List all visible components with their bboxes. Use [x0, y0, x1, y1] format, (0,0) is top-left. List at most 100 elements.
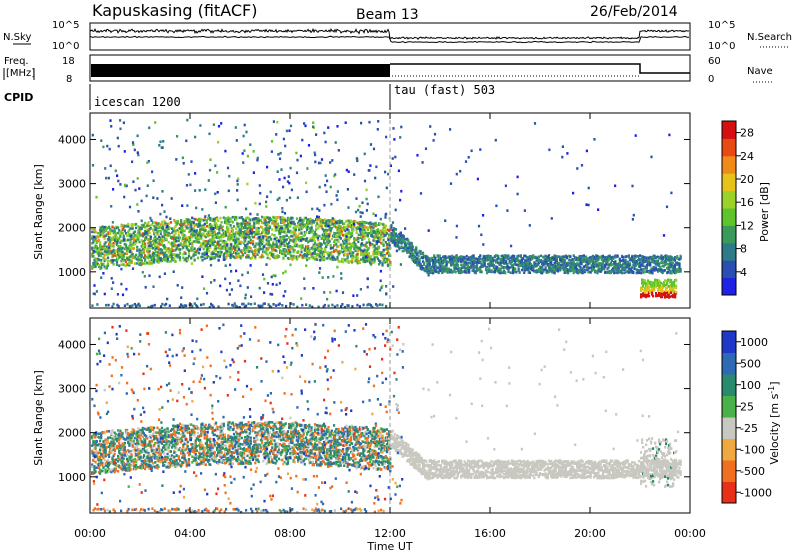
- heatmap-cell: [190, 225, 193, 229]
- heatmap-cell: [102, 272, 105, 275]
- heatmap-cell: [125, 184, 128, 188]
- heatmap-cell: [285, 242, 288, 246]
- heatmap-cell: [622, 266, 625, 269]
- heatmap-cell: [328, 240, 331, 243]
- heatmap-cell: [671, 265, 674, 269]
- heatmap-cell: [364, 260, 367, 263]
- heatmap-cell: [327, 276, 330, 279]
- heatmap-cell: [162, 223, 165, 226]
- heatmap-cell: [172, 249, 175, 252]
- heatmap-cell: [258, 232, 261, 236]
- heatmap-cell: [178, 257, 182, 261]
- heatmap-cell: [225, 217, 228, 220]
- heatmap-cell: [286, 180, 289, 183]
- heatmap-cell: [396, 235, 399, 238]
- heatmap-cell: [144, 257, 147, 260]
- heatmap-cell: [427, 273, 430, 276]
- heatmap-cell: [300, 237, 303, 240]
- heatmap-cell: [637, 257, 641, 260]
- heatmap-cell: [336, 255, 339, 259]
- heatmap-cell: [568, 258, 571, 262]
- heatmap-cell: [470, 259, 473, 262]
- heatmap-cell: [374, 176, 377, 180]
- heatmap-cell: [497, 257, 500, 260]
- heatmap-cell: [518, 271, 521, 274]
- heatmap-cell: [164, 223, 167, 226]
- heatmap-cell: [465, 257, 468, 261]
- heatmap-cell: [400, 189, 403, 193]
- heatmap-cell: [109, 240, 112, 244]
- heatmap-cell: [103, 244, 106, 248]
- heatmap-cell: [283, 252, 286, 256]
- heatmap-cell: [178, 252, 182, 255]
- heatmap-cell: [207, 179, 210, 182]
- heatmap-cell: [497, 261, 500, 265]
- heatmap-cell: [454, 270, 457, 274]
- heatmap-cell: [160, 258, 164, 262]
- heatmap-cell: [129, 227, 132, 230]
- heatmap-cell: [257, 219, 261, 222]
- heatmap-cell: [142, 251, 146, 255]
- heatmap-cell: [366, 277, 369, 281]
- heatmap-cell: [320, 243, 323, 246]
- heatmap-cell: [200, 228, 203, 231]
- heatmap-cell: [627, 265, 630, 269]
- heatmap-cell: [112, 254, 115, 257]
- heatmap-cell: [310, 226, 313, 229]
- freq-trace-line: [390, 63, 690, 74]
- heatmap-cell: [294, 243, 297, 246]
- heatmap-cell: [144, 259, 147, 262]
- heatmap-cell: [288, 241, 291, 245]
- heatmap-cell: [209, 223, 212, 226]
- heatmap-cell: [229, 217, 232, 220]
- heatmap-cell: [132, 241, 135, 244]
- heatmap-cell: [97, 254, 101, 257]
- heatmap-cell: [209, 227, 212, 230]
- heatmap-cell: [328, 224, 331, 227]
- heatmap-cell: [175, 158, 178, 161]
- heatmap-cell: [676, 261, 679, 265]
- heatmap-cell: [168, 260, 171, 263]
- heatmap-cell: [466, 264, 470, 267]
- heatmap-cell: [230, 270, 233, 273]
- heatmap-cell: [308, 249, 311, 252]
- heatmap-cell: [488, 262, 491, 266]
- heatmap-cell: [283, 240, 286, 243]
- heatmap-cell: [497, 268, 500, 271]
- heatmap-cell: [115, 259, 119, 262]
- heatmap-cell: [254, 202, 257, 205]
- heatmap-cell: [348, 248, 351, 251]
- heatmap-cell: [186, 220, 189, 224]
- heatmap-cell: [483, 262, 486, 265]
- heatmap-cell: [377, 259, 380, 262]
- heatmap-cell: [489, 255, 492, 259]
- heatmap-cell: [326, 229, 329, 232]
- heatmap-cell: [325, 232, 328, 235]
- heatmap-cell: [121, 257, 124, 261]
- heatmap-cell: [303, 233, 306, 237]
- heatmap-cell: [281, 236, 284, 239]
- heatmap-cell: [253, 221, 256, 225]
- heatmap-cell: [603, 267, 606, 270]
- heatmap-cell: [393, 232, 396, 235]
- heatmap-cell: [132, 256, 135, 260]
- heatmap-cell: [353, 225, 356, 229]
- heatmap-cell: [139, 228, 142, 232]
- heatmap-cell: [235, 241, 238, 244]
- heatmap-cell: [286, 245, 290, 249]
- heatmap-cell: [245, 222, 248, 226]
- heatmap-cell: [103, 237, 106, 240]
- heatmap-cell: [245, 232, 248, 236]
- heatmap-cell: [349, 246, 353, 250]
- heatmap-cell: [113, 227, 116, 230]
- heatmap-cell: [147, 229, 150, 233]
- heatmap-cell: [479, 266, 482, 270]
- heatmap-cell: [443, 255, 446, 258]
- heatmap-cell: [216, 224, 219, 227]
- heatmap-cell: [358, 261, 362, 265]
- heatmap-cell: [235, 269, 238, 273]
- heatmap-cell: [276, 222, 279, 226]
- heatmap-cell: [319, 249, 322, 253]
- heatmap-cell: [483, 259, 486, 263]
- heatmap-cell: [371, 229, 374, 233]
